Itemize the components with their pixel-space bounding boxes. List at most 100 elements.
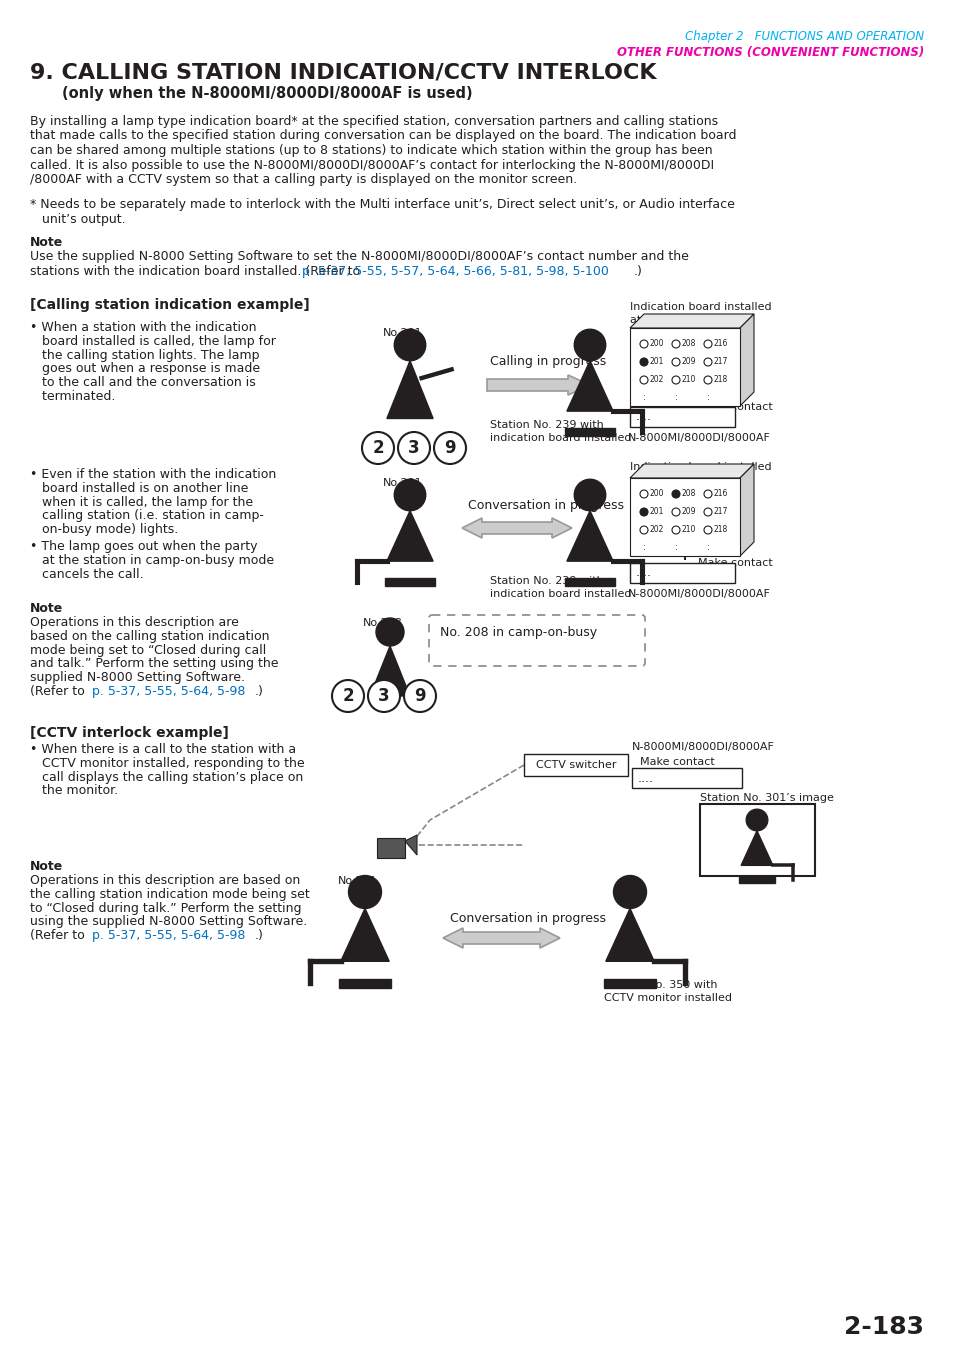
Text: No. 208 in camp-on-busy: No. 208 in camp-on-busy [439, 626, 597, 639]
Text: 217: 217 [713, 358, 727, 366]
Text: mode being set to “Closed during call: mode being set to “Closed during call [30, 644, 266, 656]
Text: 208: 208 [681, 339, 696, 348]
Polygon shape [387, 510, 433, 562]
Text: ....: .... [638, 771, 654, 784]
Text: 201: 201 [649, 508, 663, 517]
Text: :: : [674, 393, 677, 402]
Text: p. 5-37, 5-55, 5-64, 5-98: p. 5-37, 5-55, 5-64, 5-98 [91, 929, 245, 942]
Circle shape [639, 377, 647, 383]
Bar [739, 878, 774, 883]
Text: No.201: No.201 [382, 478, 422, 487]
Text: Conversation in progress: Conversation in progress [450, 913, 605, 925]
FancyBboxPatch shape [523, 755, 627, 776]
Text: using the supplied N-8000 Setting Software.: using the supplied N-8000 Setting Softwa… [30, 915, 307, 929]
Circle shape [639, 340, 647, 348]
Text: 2-183: 2-183 [843, 1315, 923, 1339]
Text: :: : [706, 544, 709, 552]
Text: No.201: No.201 [382, 328, 422, 338]
FancyBboxPatch shape [700, 805, 814, 876]
Circle shape [394, 329, 425, 360]
Bar [564, 578, 615, 586]
Text: [CCTV interlock example]: [CCTV interlock example] [30, 726, 229, 740]
Text: can be shared among multiple stations (up to 8 stations) to indicate which stati: can be shared among multiple stations (u… [30, 144, 712, 157]
Text: the calling station lights. The lamp: the calling station lights. The lamp [30, 348, 259, 362]
Text: 218: 218 [713, 375, 727, 385]
Polygon shape [486, 375, 589, 396]
FancyBboxPatch shape [631, 768, 741, 788]
Text: Conversation in progress: Conversation in progress [468, 500, 623, 512]
Text: No.301: No.301 [337, 876, 377, 886]
Circle shape [368, 680, 399, 711]
Text: 217: 217 [713, 508, 727, 517]
Text: 218: 218 [713, 525, 727, 535]
Text: 209: 209 [681, 358, 696, 366]
Text: p. 5-37, 5-55, 5-64, 5-98: p. 5-37, 5-55, 5-64, 5-98 [91, 684, 245, 698]
Text: at station No. 239: at station No. 239 [629, 475, 729, 485]
Text: Operations in this description are: Operations in this description are [30, 616, 238, 629]
Text: .): .) [254, 684, 264, 698]
Text: Operations in this description are based on: Operations in this description are based… [30, 873, 300, 887]
Text: Make contact: Make contact [698, 402, 772, 412]
Text: Note: Note [30, 860, 63, 873]
Text: on-busy mode) lights.: on-busy mode) lights. [30, 524, 178, 536]
Polygon shape [629, 315, 753, 328]
Circle shape [671, 340, 679, 348]
Polygon shape [740, 464, 753, 556]
Polygon shape [740, 315, 753, 406]
Text: ....: .... [636, 567, 651, 579]
Polygon shape [566, 510, 613, 562]
Circle shape [745, 809, 767, 830]
Text: Station No. 239 with: Station No. 239 with [490, 576, 603, 586]
Text: terminated.: terminated. [30, 390, 115, 404]
Text: 200: 200 [649, 339, 664, 348]
Text: and talk.” Perform the setting using the: and talk.” Perform the setting using the [30, 657, 278, 671]
Text: Calling in progress: Calling in progress [490, 355, 605, 369]
Text: goes out when a response is made: goes out when a response is made [30, 362, 260, 375]
Text: Indication board installed: Indication board installed [629, 302, 771, 312]
Circle shape [397, 432, 430, 464]
Text: 210: 210 [681, 525, 696, 535]
Circle shape [403, 680, 436, 711]
Text: called. It is also possible to use the N-8000MI/8000DI/8000AF’s contact for inte: called. It is also possible to use the N… [30, 158, 714, 171]
Text: Make contact: Make contact [698, 558, 772, 568]
Circle shape [671, 490, 679, 498]
Polygon shape [340, 909, 389, 961]
Text: 3: 3 [377, 687, 390, 705]
Text: 202: 202 [649, 525, 663, 535]
Text: 202: 202 [649, 375, 663, 385]
Text: to the call and the conversation is: to the call and the conversation is [30, 377, 255, 389]
Text: [Calling station indication example]: [Calling station indication example] [30, 298, 310, 312]
Circle shape [671, 508, 679, 516]
Circle shape [703, 377, 711, 383]
Text: (Refer to: (Refer to [30, 929, 89, 942]
Text: • Even if the station with the indication: • Even if the station with the indicatio… [30, 468, 276, 481]
Text: :: : [642, 544, 644, 552]
Text: .): .) [634, 265, 642, 278]
Circle shape [639, 490, 647, 498]
Text: 200: 200 [649, 490, 664, 498]
Text: Indication board installed: Indication board installed [629, 462, 771, 472]
Circle shape [639, 358, 647, 366]
Text: stations with the indication board installed. (Refer to: stations with the indication board insta… [30, 265, 364, 278]
Text: Station No. 239 with: Station No. 239 with [490, 420, 603, 431]
Text: By installing a lamp type indication board* at the specified station, conversati: By installing a lamp type indication boa… [30, 115, 718, 128]
Polygon shape [605, 909, 654, 961]
Text: .): .) [254, 929, 264, 942]
Bar [564, 428, 615, 436]
Circle shape [434, 432, 465, 464]
Bar [338, 979, 391, 988]
Text: CCTV monitor installed: CCTV monitor installed [603, 994, 731, 1003]
Text: call displays the calling station’s place on: call displays the calling station’s plac… [30, 771, 303, 783]
Circle shape [375, 618, 403, 647]
Text: 2: 2 [372, 439, 383, 458]
Text: :: : [674, 544, 677, 552]
Text: OTHER FUNCTIONS (CONVENIENT FUNCTIONS): OTHER FUNCTIONS (CONVENIENT FUNCTIONS) [616, 46, 923, 59]
Text: (Refer to: (Refer to [30, 684, 89, 698]
Text: Station No. 350 with: Station No. 350 with [603, 980, 717, 990]
Text: the monitor.: the monitor. [30, 784, 118, 798]
Circle shape [671, 526, 679, 535]
Text: based on the calling station indication: based on the calling station indication [30, 630, 269, 643]
Text: CCTV switcher: CCTV switcher [536, 760, 616, 770]
Text: board installed is called, the lamp for: board installed is called, the lamp for [30, 335, 275, 348]
Text: 2: 2 [342, 687, 354, 705]
